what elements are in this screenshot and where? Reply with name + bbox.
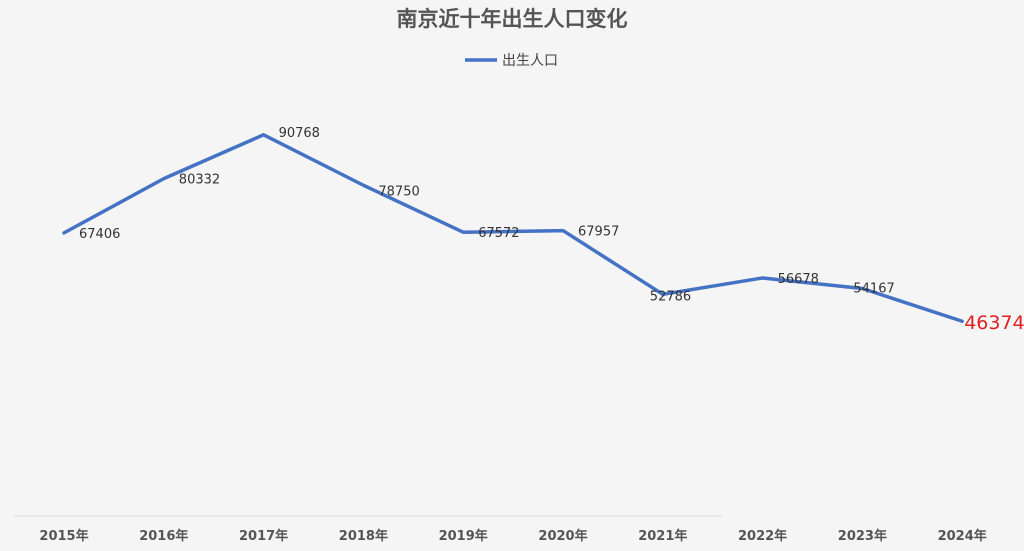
data-label-1: 80332 <box>179 173 220 188</box>
legend-label: 出生人口 <box>502 53 558 69</box>
x-tick-label-3: 2018年 <box>339 528 388 544</box>
x-tick-label-9: 2024年 <box>938 528 987 544</box>
data-label-7: 56678 <box>778 272 819 287</box>
data-label-0: 67406 <box>79 227 120 242</box>
x-tick-label-5: 2020年 <box>538 528 587 544</box>
plot-area: 67406 80332 90768 78750 67572 67957 52786 56678… <box>39 126 1024 544</box>
data-label-2: 90768 <box>279 126 320 141</box>
x-tick-label-8: 2023年 <box>838 528 887 544</box>
data-label-6: 52786 <box>650 289 691 304</box>
x-tick-label-2: 2017年 <box>239 528 288 544</box>
legend: 出生人口 <box>465 53 558 69</box>
x-tick-label-7: 2022年 <box>738 528 787 544</box>
x-tick-label-1: 2016年 <box>139 528 188 544</box>
x-tick-label-6: 2021年 <box>638 528 687 544</box>
data-label-9: 46374 <box>964 312 1024 334</box>
series-line-出生人口 <box>62 133 964 323</box>
chart-title: 南京近十年出生人口变化 <box>397 6 628 31</box>
x-tick-label-0: 2015年 <box>39 528 88 544</box>
data-label-3: 78750 <box>378 184 419 199</box>
x-tick-label-4: 2019年 <box>439 528 488 544</box>
data-label-4: 67572 <box>478 226 519 241</box>
data-label-5: 67957 <box>578 225 619 240</box>
data-label-8: 54167 <box>853 281 894 296</box>
